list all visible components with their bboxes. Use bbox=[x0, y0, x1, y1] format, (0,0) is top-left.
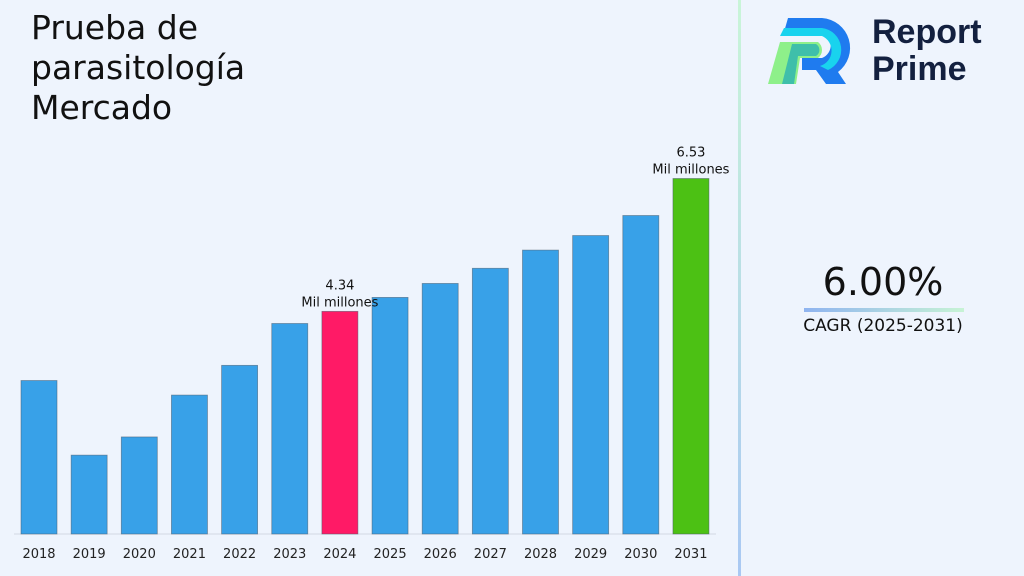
bar-2026 bbox=[421, 283, 459, 535]
x-tick-label-2021: 2021 bbox=[173, 547, 206, 562]
bar-2031 bbox=[672, 178, 710, 535]
bar-2029 bbox=[572, 235, 610, 535]
bar-2027 bbox=[471, 267, 509, 535]
bar-2021 bbox=[171, 394, 208, 535]
bar-2018 bbox=[20, 380, 58, 535]
chart-title: Prueba de parasitología Mercado bbox=[31, 8, 246, 127]
x-tick-label-2019: 2019 bbox=[73, 547, 106, 562]
x-tick-label-2018: 2018 bbox=[22, 547, 55, 562]
bar-2024 bbox=[321, 310, 359, 535]
data-label-value-2031: 6.53 bbox=[676, 146, 705, 161]
data-label-unit-2031: Mil millones bbox=[652, 163, 729, 178]
logo-line1: Report bbox=[872, 13, 982, 51]
cagr-label: CAGR (2025-2031) bbox=[803, 316, 963, 336]
logo-text: Report Prime bbox=[872, 14, 982, 88]
bar-2025 bbox=[371, 297, 409, 535]
bar-2030 bbox=[622, 215, 660, 535]
bar-2020 bbox=[120, 436, 158, 535]
x-tick-label-2022: 2022 bbox=[223, 547, 256, 562]
x-tick-label-2025: 2025 bbox=[374, 547, 407, 562]
bar-2028 bbox=[522, 249, 559, 535]
x-tick-label-2031: 2031 bbox=[674, 547, 707, 562]
logo-line2: Prime bbox=[872, 50, 967, 88]
x-tick-label-2024: 2024 bbox=[323, 547, 356, 562]
x-tick-label-2023: 2023 bbox=[273, 547, 306, 562]
bar-chart: 2018 2019 2020 2021 2022 2023 2024 2025 2026 2027… bbox=[14, 146, 730, 562]
x-tick-label-2020: 2020 bbox=[123, 547, 156, 562]
x-tick-label-2027: 2027 bbox=[474, 547, 507, 562]
x-tick-label-2028: 2028 bbox=[524, 547, 557, 562]
bar-2019 bbox=[70, 454, 108, 535]
bar-2023 bbox=[271, 323, 309, 535]
divider bbox=[738, 0, 741, 576]
report-prime-logo bbox=[768, 18, 851, 84]
data-label-value-2024: 4.34 bbox=[325, 278, 354, 293]
cagr-underline bbox=[804, 308, 964, 312]
cagr-value: 6.00% bbox=[822, 260, 944, 304]
bar-2022 bbox=[221, 364, 259, 535]
data-label-unit-2024: Mil millones bbox=[301, 295, 378, 310]
x-tick-label-2030: 2030 bbox=[624, 547, 657, 562]
x-tick-label-2026: 2026 bbox=[424, 547, 457, 562]
x-tick-label-2029: 2029 bbox=[574, 547, 607, 562]
